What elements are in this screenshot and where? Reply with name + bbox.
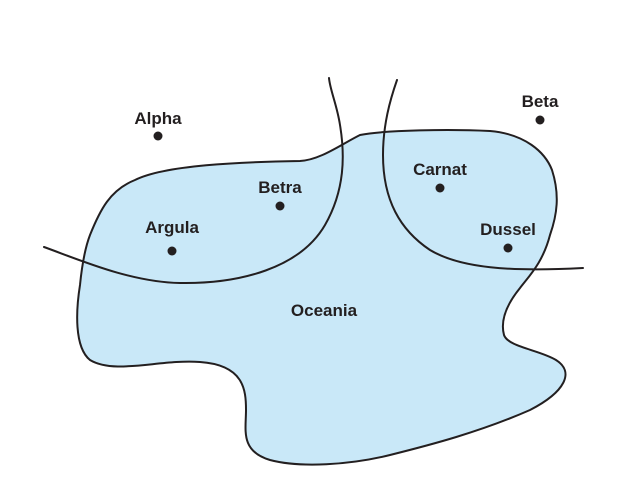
beta-label: Beta [522, 92, 559, 111]
place-betra: Betra [258, 178, 302, 211]
place-alpha: Alpha [134, 109, 182, 141]
oceania-landmass [76, 129, 567, 466]
place-carnat: Carnat [413, 160, 467, 193]
argula-label: Argula [145, 218, 199, 237]
dussel-label: Dussel [480, 220, 536, 239]
carnat-marker-icon [435, 183, 445, 193]
place-beta: Beta [522, 92, 559, 125]
place-argula: Argula [145, 218, 199, 256]
betra-label: Betra [258, 178, 302, 197]
argula-marker-icon [167, 246, 177, 256]
place-dussel: Dussel [480, 220, 536, 253]
east-boundary-line [382, 79, 584, 271]
alpha-label: Alpha [134, 109, 182, 128]
alpha-marker-icon [153, 131, 163, 141]
carnat-label: Carnat [413, 160, 467, 179]
west-boundary-line [43, 77, 344, 285]
dussel-marker-icon [503, 243, 513, 253]
beta-marker-icon [535, 115, 545, 125]
betra-marker-icon [275, 201, 285, 211]
region-label: Oceania [291, 301, 358, 320]
